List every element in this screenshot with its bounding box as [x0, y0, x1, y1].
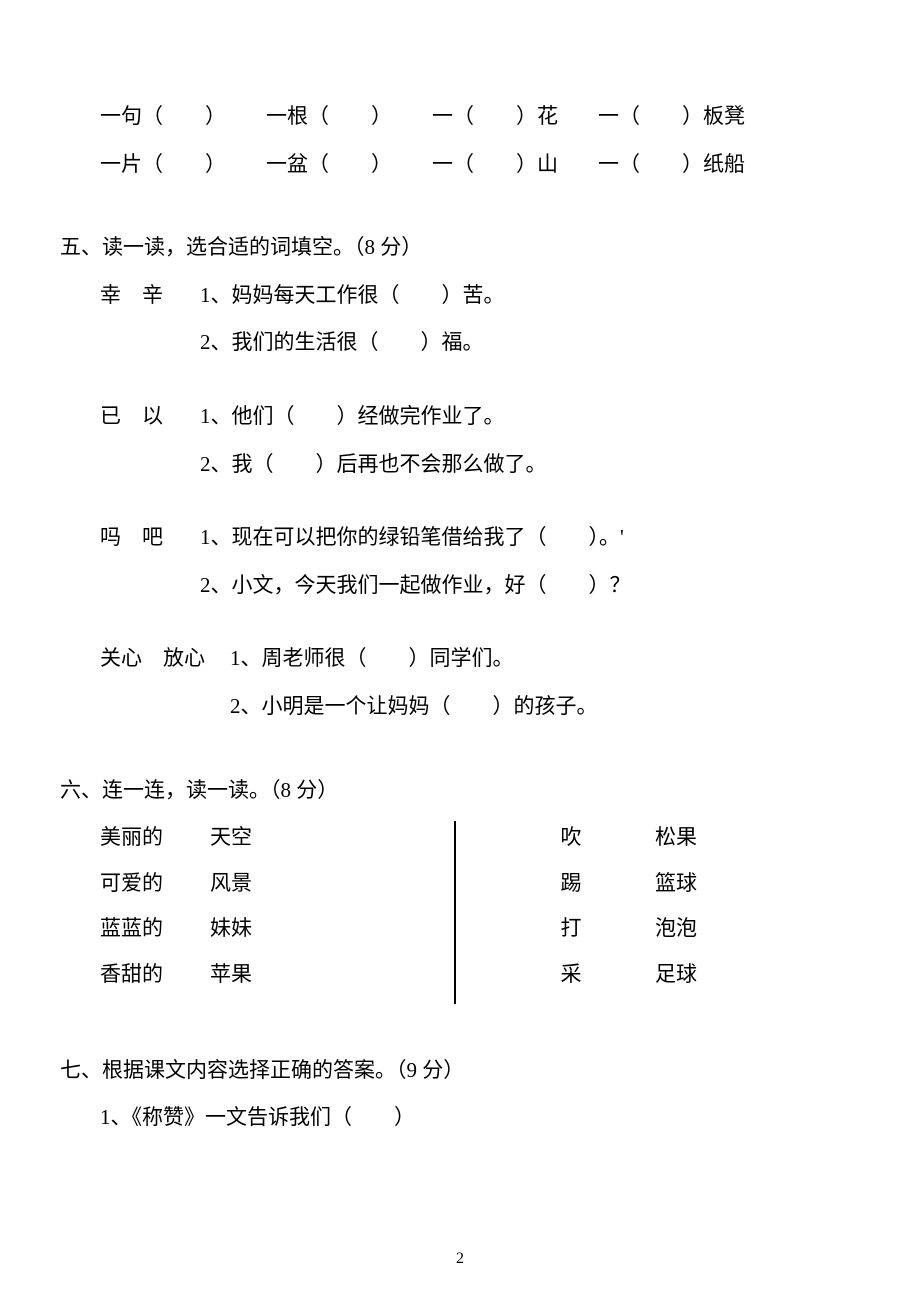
- fill-question: 2、我（ ）后再也不会那么做了。: [200, 448, 547, 482]
- q4-blank-item: 一（ ）山: [432, 148, 558, 182]
- q4-blank-item: 一句（ ）: [100, 100, 226, 134]
- match-item: 香甜的: [100, 958, 210, 992]
- match-item: 打: [516, 912, 626, 946]
- fill-group: 吗 吧 1、现在可以把你的绿铅笔借给我了（ ）。' 2、小文，今天我们一起做作业…: [60, 521, 860, 602]
- match-item: 天空: [210, 821, 310, 855]
- fill-question: 1、周老师很（ ）同学们。: [230, 642, 514, 676]
- q4-blank-item: 一（ ）纸船: [598, 148, 745, 182]
- match-item: 踢: [516, 867, 626, 901]
- match-item: 风景: [210, 867, 310, 901]
- fill-options: 关心 放心: [100, 642, 230, 676]
- match-row: 可爱的 风景: [100, 867, 444, 901]
- fill-question: 1、妈妈每天工作很（ ）苦。: [200, 279, 505, 313]
- match-row: 踢 篮球: [516, 867, 860, 901]
- match-row: 吹 松果: [516, 821, 860, 855]
- q4-blank-item: 一根（ ）: [266, 100, 392, 134]
- match-left-column: 美丽的 天空 可爱的 风景 蓝蓝的 妹妹 香甜的 苹果: [60, 821, 444, 1003]
- section5-title: 五、读一读，选合适的词填空。（8 分）: [60, 231, 860, 265]
- section7-q1: 1、《称赞》一文告诉我们（ ）: [60, 1101, 860, 1135]
- question-text: 1、《称赞》一文告诉我们（ ）: [100, 1101, 415, 1135]
- match-item: 足球: [626, 958, 726, 992]
- fill-group: 幸 辛 1、妈妈每天工作很（ ）苦。 2、我们的生活很（ ）福。: [60, 279, 860, 360]
- section4-row2: 一片（ ） 一盆（ ） 一（ ）山 一（ ）纸船: [60, 148, 860, 182]
- match-item: 篮球: [626, 867, 726, 901]
- match-row: 打 泡泡: [516, 912, 860, 946]
- page-number: 2: [456, 1246, 464, 1272]
- fill-question-line: 2、小文，今天我们一起做作业，好（ ）？: [60, 569, 860, 603]
- fill-question-line: 2、我（ ）后再也不会那么做了。: [60, 448, 860, 482]
- match-row: 蓝蓝的 妹妹: [100, 912, 444, 946]
- fill-question: 2、小明是一个让妈妈（ ）的孩子。: [230, 690, 598, 724]
- fill-options: 吗 吧: [100, 521, 200, 555]
- match-item: 美丽的: [100, 821, 210, 855]
- section6-content: 美丽的 天空 可爱的 风景 蓝蓝的 妹妹 香甜的 苹果 吹 松果 踢 篮球 打 …: [60, 821, 860, 1003]
- match-row: 香甜的 苹果: [100, 958, 444, 992]
- fill-question-line: 2、我们的生活很（ ）福。: [60, 326, 860, 360]
- match-item: 苹果: [210, 958, 310, 992]
- fill-question-line: 2、小明是一个让妈妈（ ）的孩子。: [60, 690, 860, 724]
- match-item: 采: [516, 958, 626, 992]
- fill-group: 关心 放心 1、周老师很（ ）同学们。 2、小明是一个让妈妈（ ）的孩子。: [60, 642, 860, 723]
- section6-title: 六、连一连，读一读。（8 分）: [60, 774, 860, 808]
- q4-blank-item: 一（ ）板凳: [598, 100, 745, 134]
- vertical-divider: [454, 821, 456, 1003]
- match-row: 美丽的 天空: [100, 821, 444, 855]
- section7-title: 七、根据课文内容选择正确的答案。（9 分）: [60, 1054, 860, 1088]
- fill-options: 幸 辛: [100, 279, 200, 313]
- fill-question-line: 吗 吧 1、现在可以把你的绿铅笔借给我了（ ）。': [60, 521, 860, 555]
- fill-question-line: 已 以 1、他们（ ）经做完作业了。: [60, 400, 860, 434]
- section4-content: 一句（ ） 一根（ ） 一（ ）花 一（ ）板凳 一片（ ） 一盆（ ） 一（ …: [60, 100, 860, 181]
- section5-content: 幸 辛 1、妈妈每天工作很（ ）苦。 2、我们的生活很（ ）福。 已 以 1、他…: [60, 279, 860, 724]
- q4-blank-item: 一（ ）花: [432, 100, 558, 134]
- q4-blank-item: 一盆（ ）: [266, 148, 392, 182]
- fill-question: 2、我们的生活很（ ）福。: [200, 326, 484, 360]
- fill-options: 已 以: [100, 400, 200, 434]
- match-item: 松果: [626, 821, 726, 855]
- match-right-column: 吹 松果 踢 篮球 打 泡泡 采 足球: [466, 821, 860, 1003]
- fill-question: 2、小文，今天我们一起做作业，好（ ）？: [200, 569, 631, 603]
- fill-question-line: 幸 辛 1、妈妈每天工作很（ ）苦。: [60, 279, 860, 313]
- fill-group: 已 以 1、他们（ ）经做完作业了。 2、我（ ）后再也不会那么做了。: [60, 400, 860, 481]
- match-item: 可爱的: [100, 867, 210, 901]
- fill-question-line: 关心 放心 1、周老师很（ ）同学们。: [60, 642, 860, 676]
- match-row: 采 足球: [516, 958, 860, 992]
- match-item: 妹妹: [210, 912, 310, 946]
- section4-row1: 一句（ ） 一根（ ） 一（ ）花 一（ ）板凳: [60, 100, 860, 134]
- fill-question: 1、他们（ ）经做完作业了。: [200, 400, 505, 434]
- fill-question: 1、现在可以把你的绿铅笔借给我了（ ）。': [200, 521, 624, 555]
- match-item: 吹: [516, 821, 626, 855]
- match-item: 泡泡: [626, 912, 726, 946]
- match-item: 蓝蓝的: [100, 912, 210, 946]
- q4-blank-item: 一片（ ）: [100, 148, 226, 182]
